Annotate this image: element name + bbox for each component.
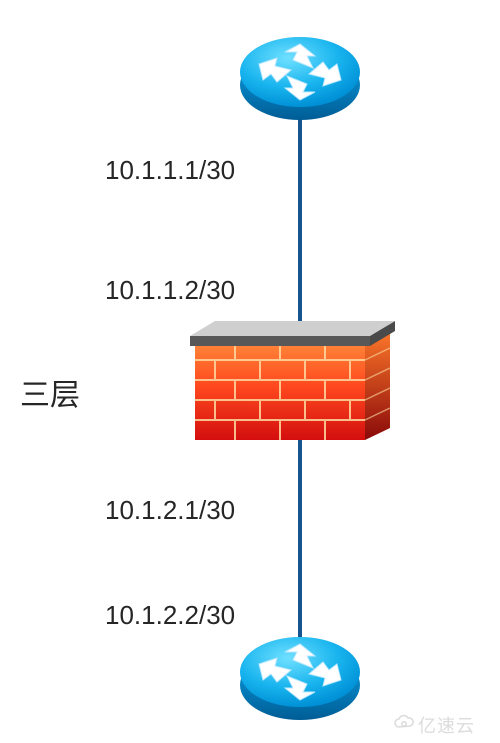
ip-label-bottom-lower: 10.1.2.2/30 (105, 600, 235, 631)
link-upper (298, 110, 302, 325)
ip-label-top-upper: 10.1.1.1/30 (105, 155, 235, 186)
firewall-icon (190, 320, 400, 450)
watermark-text: 亿速云 (418, 712, 475, 738)
ip-label-bottom-upper: 10.1.2.1/30 (105, 495, 235, 526)
diagram-canvas: 10.1.1.1/30 10.1.1.2/30 三层 10.1.2.1/30 1… (0, 0, 500, 743)
router-top-icon (235, 30, 365, 130)
mode-label: 三层 (20, 370, 80, 414)
router-bottom-icon (235, 630, 365, 730)
ip-label-top-lower: 10.1.1.2/30 (105, 275, 235, 306)
link-lower (298, 430, 302, 645)
watermark-cloud-icon (392, 712, 416, 732)
